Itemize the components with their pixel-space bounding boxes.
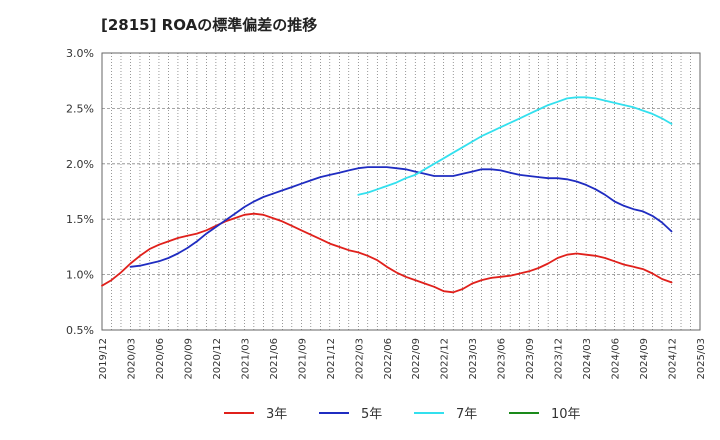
x-tick-label: 2021/12 [326, 338, 337, 380]
x-tick-label: 2020/12 [212, 338, 223, 380]
x-tick-label: 2021/06 [269, 338, 280, 380]
x-tick-label: 2022/12 [440, 338, 451, 380]
y-tick-label: 2.0% [66, 158, 94, 171]
x-tick-label: 2024/06 [611, 338, 622, 380]
vertical-gridlines [111, 53, 691, 330]
x-tick-label: 2021/09 [297, 338, 308, 380]
x-tick-label: 2020/06 [155, 338, 166, 380]
chart-title: [2815] ROAの標準偏差の推移 [101, 16, 318, 34]
x-tick-label: 2024/12 [668, 338, 679, 380]
x-tick-label: 2022/03 [354, 338, 365, 380]
series-line-3 [357, 96, 673, 196]
y-tick-label: 1.0% [66, 269, 94, 282]
x-tick-label: 2022/09 [411, 338, 422, 380]
x-tick-label: 2024/03 [582, 338, 593, 380]
legend-label-1: 3年 [266, 407, 287, 422]
x-tick-label: 2023/12 [554, 338, 565, 380]
x-tick-label: 2025/03 [696, 338, 707, 380]
y-tick-label: 0.5% [66, 324, 94, 337]
legend-label-2: 5年 [361, 407, 382, 422]
x-tick-label: 2023/06 [497, 338, 508, 380]
x-axis-ticks: 2019/12 2020/03 2020/06 2020/09 2020/12 2021/… [98, 338, 707, 380]
y-axis-ticks: 0.5% 1.0% 1.5% 2.0% 2.5% 3.0% [66, 47, 94, 337]
series-line-2 [129, 166, 673, 268]
x-tick-label: 2024/09 [639, 338, 650, 380]
x-tick-label: 2023/09 [525, 338, 536, 380]
x-tick-label: 2019/12 [98, 338, 109, 380]
x-tick-label: 2020/03 [126, 338, 137, 380]
y-tick-label: 3.0% [66, 47, 94, 60]
y-tick-label: 2.5% [66, 102, 94, 115]
x-tick-label: 2022/06 [383, 338, 394, 380]
x-tick-label: 2021/03 [240, 338, 251, 380]
series-line-1 [101, 212, 673, 294]
legend: 3年 5年 7年 10年 [224, 407, 581, 422]
y-tick-label: 1.5% [66, 213, 94, 226]
plot-frame [101, 52, 701, 331]
legend-label-3: 7年 [456, 407, 477, 422]
legend-label-4: 10年 [551, 407, 581, 422]
x-tick-label: 2020/09 [183, 338, 194, 380]
x-tick-label: 2023/03 [468, 338, 479, 380]
series-lines [101, 96, 673, 294]
plot-area [102, 53, 700, 330]
